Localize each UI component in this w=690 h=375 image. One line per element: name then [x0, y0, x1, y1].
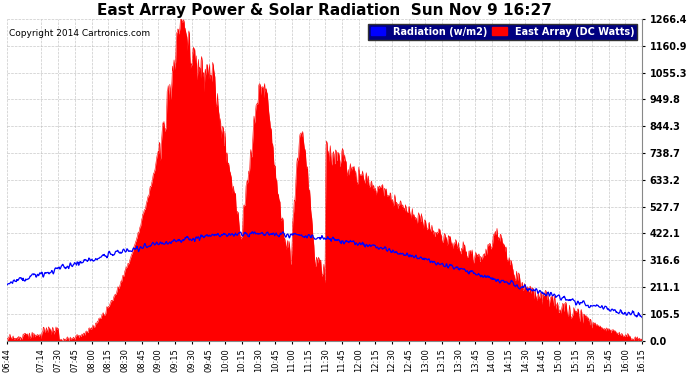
Text: Copyright 2014 Cartronics.com: Copyright 2014 Cartronics.com — [8, 28, 150, 38]
Legend: Radiation (w/m2), East Array (DC Watts): Radiation (w/m2), East Array (DC Watts) — [368, 24, 638, 40]
Title: East Array Power & Solar Radiation  Sun Nov 9 16:27: East Array Power & Solar Radiation Sun N… — [97, 3, 552, 18]
